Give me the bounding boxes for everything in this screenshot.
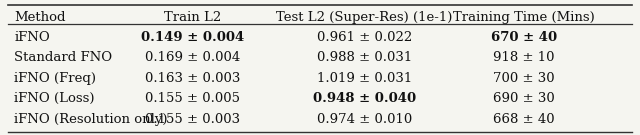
Text: 0.169 ± 0.004: 0.169 ± 0.004 — [145, 51, 240, 64]
Text: 670 ± 40: 670 ± 40 — [491, 31, 557, 44]
Text: Standard FNO: Standard FNO — [14, 51, 112, 64]
Text: 700 ± 30: 700 ± 30 — [493, 72, 555, 85]
Text: Test L2 (Super-Res) (1e-1): Test L2 (Super-Res) (1e-1) — [276, 11, 452, 24]
Text: 1.019 ± 0.031: 1.019 ± 0.031 — [317, 72, 412, 85]
Text: 0.988 ± 0.031: 0.988 ± 0.031 — [317, 51, 412, 64]
Text: iFNO (Freq): iFNO (Freq) — [14, 72, 96, 85]
Text: iFNO (Loss): iFNO (Loss) — [14, 92, 95, 105]
Text: 0.961 ± 0.022: 0.961 ± 0.022 — [317, 31, 412, 44]
Text: iFNO: iFNO — [14, 31, 50, 44]
Text: Train L2: Train L2 — [164, 11, 221, 24]
Text: Training Time (Mins): Training Time (Mins) — [453, 11, 595, 24]
Text: 0.149 ± 0.004: 0.149 ± 0.004 — [141, 31, 244, 44]
Text: iFNO (Resolution only): iFNO (Resolution only) — [14, 113, 168, 126]
Text: 0.155 ± 0.003: 0.155 ± 0.003 — [145, 113, 240, 126]
Text: Method: Method — [14, 11, 66, 24]
Text: 918 ± 10: 918 ± 10 — [493, 51, 555, 64]
Text: 690 ± 30: 690 ± 30 — [493, 92, 555, 105]
Text: 0.974 ± 0.010: 0.974 ± 0.010 — [317, 113, 412, 126]
Text: 668 ± 40: 668 ± 40 — [493, 113, 555, 126]
Text: 0.155 ± 0.005: 0.155 ± 0.005 — [145, 92, 240, 105]
Text: 0.163 ± 0.003: 0.163 ± 0.003 — [145, 72, 240, 85]
Text: 0.948 ± 0.040: 0.948 ± 0.040 — [313, 92, 416, 105]
